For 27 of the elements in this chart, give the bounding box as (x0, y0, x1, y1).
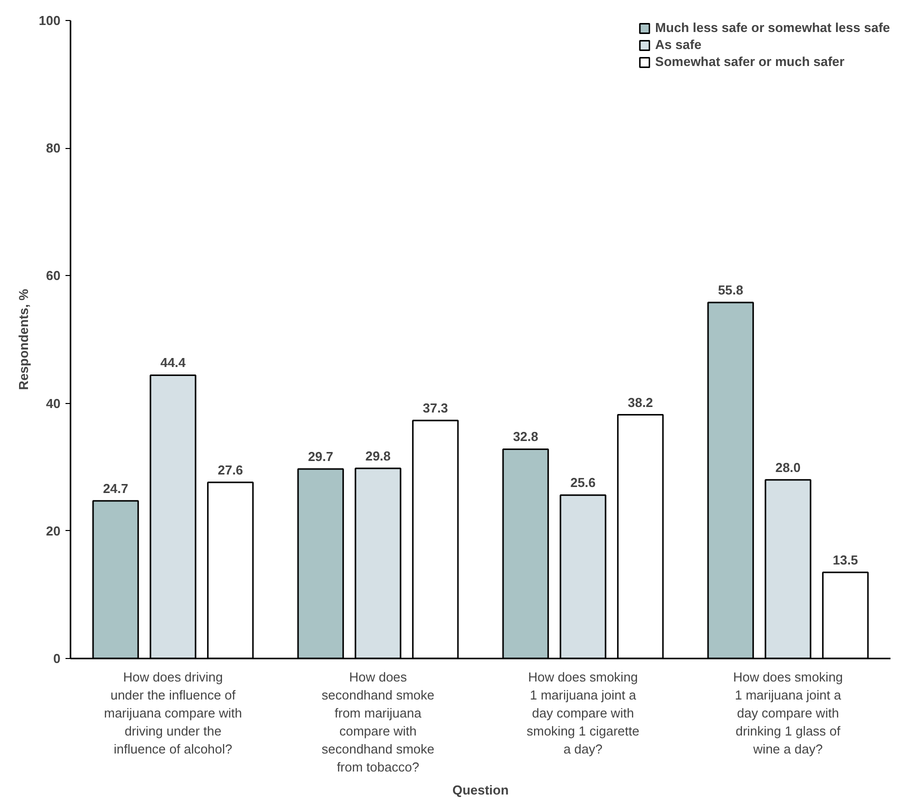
data-label: 29.7 (308, 449, 334, 464)
y-tick-label: 80 (46, 140, 61, 156)
x-tick-label: How does smoking 1 marijuana joint a day compare with drinking 1 glass of wine a day? (733, 670, 843, 756)
data-label: 37.3 (422, 400, 448, 416)
legend-label: Much less safe or somewhat less safe (655, 20, 890, 35)
y-tick-label: 60 (46, 268, 61, 284)
x-axis-title: Question (452, 782, 509, 798)
data-label: 32.8 (512, 429, 538, 444)
data-label: 44.4 (160, 355, 186, 370)
legend-label: As safe (655, 37, 702, 52)
y-tick-label: 100 (38, 13, 61, 28)
data-label: 29.8 (365, 448, 391, 464)
data-label: 55.8 (718, 282, 744, 298)
data-label: 27.6 (218, 462, 244, 478)
y-tick-label: 20 (46, 523, 61, 538)
y-tick-label: 0 (53, 651, 61, 666)
data-label: 28.0 (775, 460, 801, 475)
data-label: 25.6 (570, 475, 596, 490)
data-label: 24.7 (102, 480, 128, 496)
legend-label: Somewhat safer or much safer (655, 54, 844, 69)
y-axis-title: Respondents, % (16, 288, 31, 390)
data-label: 38.2 (628, 394, 654, 410)
x-tick-label: How does secondhand smoke from marijuana compare with secondhand smoke from tobacco? (322, 670, 434, 774)
x-tick-label: How does smoking 1 marijuana joint a day compare with smoking 1 cigarette a day? (526, 670, 640, 756)
x-tick-label: How does driving under the influence of marijuana compare with driving under the influence of alcohol? (104, 670, 242, 756)
data-label: 13.5 (832, 552, 858, 568)
y-tick-label: 40 (46, 396, 61, 411)
